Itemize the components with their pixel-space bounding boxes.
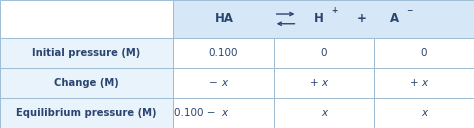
Text: A: A bbox=[390, 12, 399, 25]
Text: Change (M): Change (M) bbox=[54, 78, 119, 88]
Text: H: H bbox=[314, 12, 324, 25]
Text: x: x bbox=[421, 78, 428, 88]
Text: Initial pressure (M): Initial pressure (M) bbox=[32, 48, 141, 58]
Bar bbox=[0, 98, 173, 128]
Text: −: − bbox=[407, 6, 413, 15]
Bar bbox=[274, 68, 374, 98]
Bar bbox=[173, 38, 274, 68]
Bar bbox=[173, 98, 274, 128]
Text: x: x bbox=[321, 78, 328, 88]
Bar bbox=[374, 38, 474, 68]
Bar bbox=[374, 68, 474, 98]
Bar bbox=[173, 0, 474, 38]
Text: 0.100: 0.100 bbox=[209, 48, 238, 58]
Bar bbox=[274, 98, 374, 128]
Text: x: x bbox=[221, 108, 227, 118]
Bar bbox=[0, 0, 173, 38]
Text: −: − bbox=[209, 78, 218, 88]
Bar bbox=[0, 38, 173, 68]
Bar bbox=[374, 98, 474, 128]
Text: x: x bbox=[221, 78, 227, 88]
Text: +: + bbox=[410, 78, 418, 88]
Bar bbox=[173, 68, 274, 98]
Text: +: + bbox=[356, 12, 366, 25]
Text: x: x bbox=[421, 108, 427, 118]
Text: 0.100 −: 0.100 − bbox=[174, 108, 219, 118]
Text: Equilibrium pressure (M): Equilibrium pressure (M) bbox=[16, 108, 157, 118]
Text: +: + bbox=[331, 6, 337, 15]
Bar bbox=[0, 68, 173, 98]
Text: +: + bbox=[310, 78, 319, 88]
Bar bbox=[274, 38, 374, 68]
Text: HA: HA bbox=[214, 12, 234, 25]
Text: 0: 0 bbox=[421, 48, 427, 58]
Text: x: x bbox=[321, 108, 327, 118]
Text: 0: 0 bbox=[321, 48, 327, 58]
